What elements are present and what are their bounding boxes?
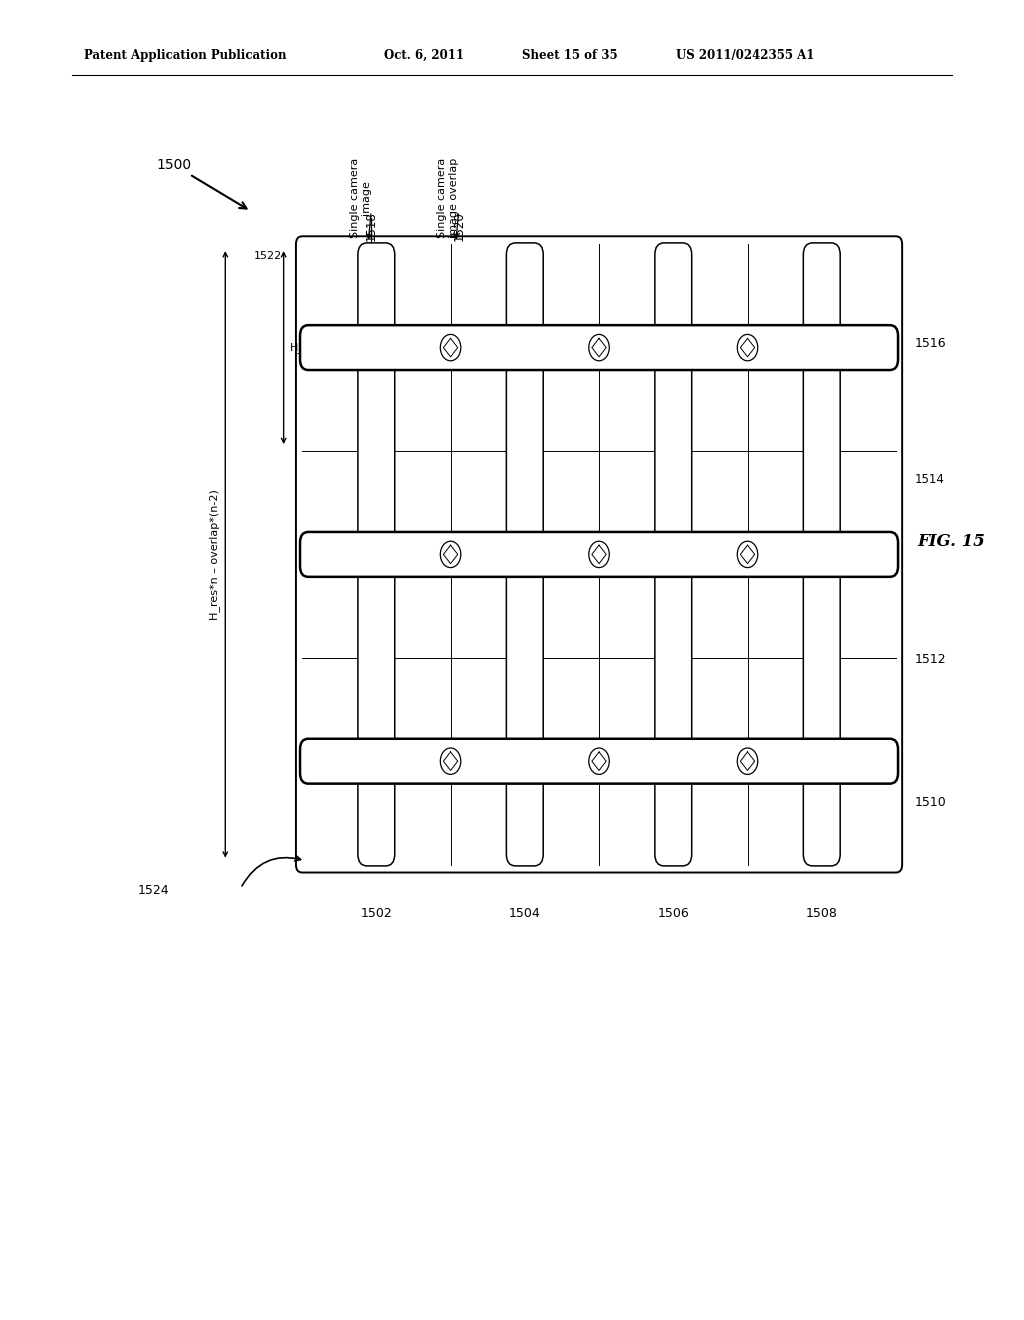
Text: 1512: 1512 (914, 653, 946, 667)
FancyBboxPatch shape (358, 243, 394, 866)
Circle shape (440, 334, 461, 360)
FancyBboxPatch shape (300, 739, 898, 784)
Text: 1522: 1522 (253, 251, 282, 261)
Text: 1510: 1510 (914, 796, 946, 809)
Text: Sheet 15 of 35: Sheet 15 of 35 (522, 49, 617, 62)
Text: 1506: 1506 (657, 907, 689, 920)
Text: 1518: 1518 (365, 211, 378, 242)
Text: 1508: 1508 (806, 907, 838, 920)
FancyBboxPatch shape (300, 532, 898, 577)
Text: US 2011/0242355 A1: US 2011/0242355 A1 (676, 49, 814, 62)
Circle shape (440, 748, 461, 775)
Text: 1514: 1514 (914, 474, 944, 487)
Text: 1524: 1524 (138, 884, 169, 898)
Circle shape (440, 541, 461, 568)
Text: 1500: 1500 (157, 158, 191, 172)
Text: Single camera
image overlap: Single camera image overlap (437, 158, 459, 238)
FancyBboxPatch shape (506, 243, 543, 866)
Text: FIG. 15: FIG. 15 (918, 533, 985, 550)
FancyBboxPatch shape (300, 325, 898, 370)
Text: H_res: H_res (290, 342, 321, 352)
Text: Patent Application Publication: Patent Application Publication (84, 49, 287, 62)
Text: 1502: 1502 (360, 907, 392, 920)
FancyBboxPatch shape (803, 243, 840, 866)
Text: 1504: 1504 (509, 907, 541, 920)
Circle shape (589, 748, 609, 775)
Circle shape (737, 541, 758, 568)
FancyBboxPatch shape (655, 243, 692, 866)
Circle shape (737, 748, 758, 775)
Circle shape (737, 334, 758, 360)
Text: Single camera
image: Single camera image (349, 158, 371, 238)
FancyBboxPatch shape (296, 236, 902, 873)
Circle shape (589, 334, 609, 360)
Text: 1516: 1516 (914, 337, 946, 350)
Text: 1520: 1520 (453, 211, 465, 242)
Circle shape (589, 541, 609, 568)
Text: H_res*n – overlap*(n-2): H_res*n – overlap*(n-2) (210, 488, 220, 620)
Text: Oct. 6, 2011: Oct. 6, 2011 (384, 49, 464, 62)
